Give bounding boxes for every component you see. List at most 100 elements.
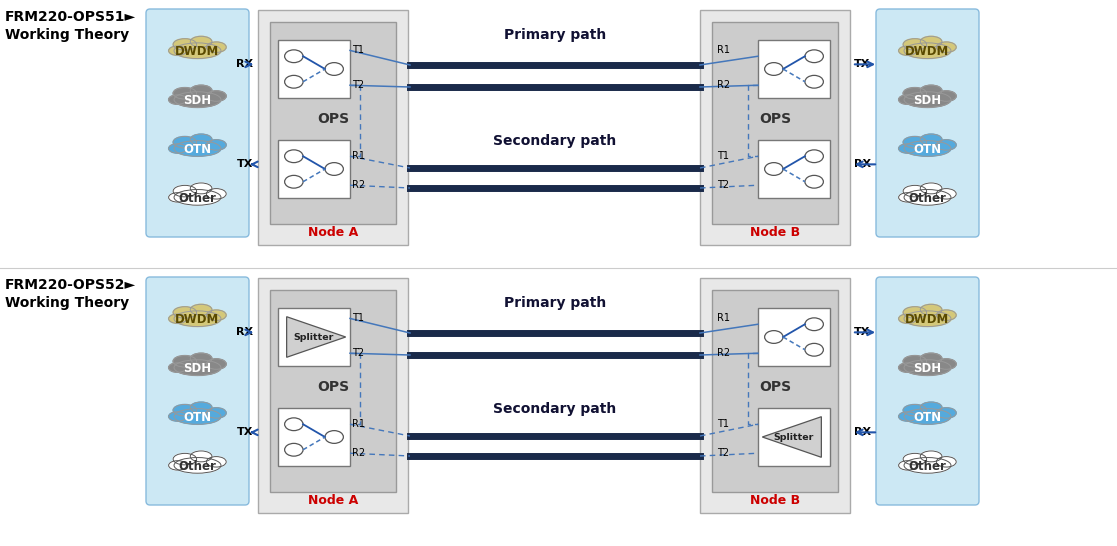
- Ellipse shape: [904, 87, 927, 99]
- Text: OPS: OPS: [758, 380, 791, 394]
- Text: Splitter: Splitter: [774, 432, 814, 442]
- Ellipse shape: [173, 355, 197, 367]
- Ellipse shape: [174, 408, 221, 424]
- Text: Splitter: Splitter: [294, 333, 334, 341]
- Ellipse shape: [936, 91, 956, 101]
- Ellipse shape: [765, 331, 783, 343]
- FancyBboxPatch shape: [758, 40, 830, 98]
- Ellipse shape: [904, 355, 927, 367]
- Ellipse shape: [805, 175, 823, 188]
- FancyBboxPatch shape: [758, 408, 830, 466]
- FancyBboxPatch shape: [700, 278, 850, 513]
- Ellipse shape: [174, 458, 221, 473]
- Text: DWDM: DWDM: [906, 313, 949, 327]
- Ellipse shape: [898, 46, 917, 55]
- Ellipse shape: [805, 150, 823, 163]
- Ellipse shape: [173, 185, 197, 197]
- Ellipse shape: [904, 136, 927, 148]
- Ellipse shape: [920, 134, 942, 145]
- Text: R2: R2: [352, 448, 365, 458]
- Ellipse shape: [904, 458, 951, 473]
- Ellipse shape: [207, 188, 227, 199]
- Ellipse shape: [805, 75, 823, 88]
- FancyBboxPatch shape: [258, 278, 408, 513]
- FancyBboxPatch shape: [278, 408, 350, 466]
- Ellipse shape: [169, 314, 187, 323]
- Ellipse shape: [190, 353, 212, 364]
- Ellipse shape: [173, 136, 197, 148]
- Ellipse shape: [169, 95, 187, 104]
- Text: T1: T1: [352, 313, 364, 323]
- FancyBboxPatch shape: [278, 308, 350, 366]
- FancyBboxPatch shape: [876, 9, 978, 237]
- Ellipse shape: [805, 343, 823, 356]
- Text: RX: RX: [236, 60, 252, 69]
- Text: Node A: Node A: [308, 226, 359, 239]
- Text: Working Theory: Working Theory: [4, 28, 130, 42]
- Text: Other: Other: [908, 192, 946, 205]
- Ellipse shape: [190, 183, 212, 194]
- Ellipse shape: [898, 461, 917, 470]
- Text: TX: TX: [855, 328, 870, 337]
- Text: Other: Other: [179, 460, 217, 473]
- Ellipse shape: [904, 43, 951, 58]
- Text: R1: R1: [352, 151, 365, 161]
- Ellipse shape: [174, 189, 221, 205]
- Ellipse shape: [904, 189, 951, 205]
- Text: OPS: OPS: [317, 380, 349, 394]
- Ellipse shape: [898, 363, 917, 372]
- Ellipse shape: [169, 46, 187, 55]
- Ellipse shape: [207, 310, 227, 321]
- Ellipse shape: [174, 43, 221, 58]
- Ellipse shape: [285, 175, 303, 188]
- Ellipse shape: [904, 141, 951, 156]
- Text: T1: T1: [352, 45, 364, 56]
- Ellipse shape: [207, 91, 227, 101]
- Ellipse shape: [920, 353, 942, 364]
- Ellipse shape: [765, 63, 783, 75]
- Text: RX: RX: [236, 328, 252, 337]
- Text: Secondary path: Secondary path: [494, 402, 617, 416]
- Text: OPS: OPS: [758, 112, 791, 126]
- Text: Primary path: Primary path: [504, 28, 607, 42]
- FancyBboxPatch shape: [758, 140, 830, 198]
- FancyBboxPatch shape: [258, 10, 408, 245]
- Ellipse shape: [920, 451, 942, 462]
- Ellipse shape: [173, 39, 197, 50]
- Ellipse shape: [173, 453, 197, 465]
- Ellipse shape: [207, 140, 227, 150]
- Ellipse shape: [174, 92, 221, 108]
- Ellipse shape: [904, 405, 927, 416]
- FancyBboxPatch shape: [712, 22, 838, 224]
- Text: R2: R2: [352, 180, 365, 190]
- Ellipse shape: [169, 461, 187, 470]
- Text: T1: T1: [717, 151, 729, 161]
- Text: R1: R1: [717, 313, 731, 323]
- Ellipse shape: [207, 408, 227, 418]
- Ellipse shape: [898, 95, 917, 104]
- Ellipse shape: [207, 359, 227, 369]
- Ellipse shape: [174, 141, 221, 156]
- Ellipse shape: [190, 402, 212, 413]
- Text: DWDM: DWDM: [175, 313, 220, 327]
- Ellipse shape: [173, 87, 197, 99]
- Text: OTN: OTN: [914, 411, 942, 424]
- Text: T2: T2: [352, 80, 364, 90]
- Ellipse shape: [898, 412, 917, 421]
- Text: Node B: Node B: [750, 494, 800, 507]
- FancyBboxPatch shape: [278, 140, 350, 198]
- Ellipse shape: [904, 408, 951, 424]
- Text: RX: RX: [855, 159, 871, 169]
- FancyBboxPatch shape: [146, 277, 249, 505]
- Ellipse shape: [936, 42, 956, 52]
- Text: TX: TX: [237, 159, 252, 169]
- Ellipse shape: [936, 456, 956, 467]
- Ellipse shape: [904, 360, 951, 376]
- Ellipse shape: [325, 431, 343, 443]
- Ellipse shape: [805, 318, 823, 331]
- Text: SDH: SDH: [183, 94, 211, 107]
- Ellipse shape: [765, 163, 783, 175]
- Ellipse shape: [190, 134, 212, 145]
- Text: OTN: OTN: [183, 143, 211, 156]
- Text: Node B: Node B: [750, 226, 800, 239]
